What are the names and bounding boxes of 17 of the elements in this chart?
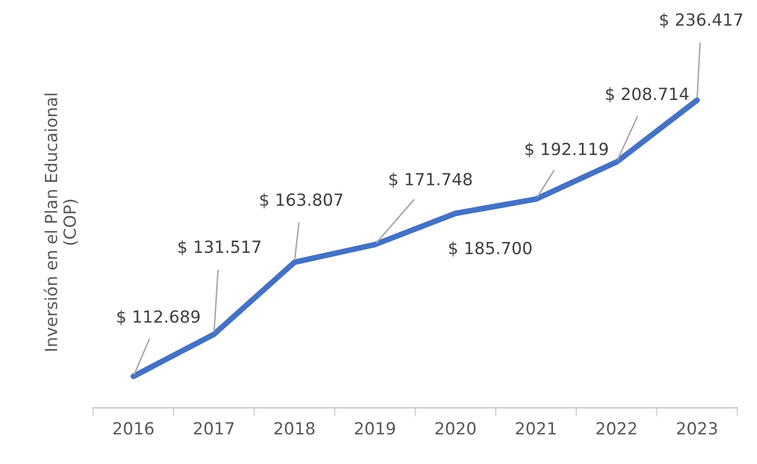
x-tick-label: 2023 [677,422,717,435]
x-tick-label: 2017 [194,422,234,435]
x-tick-label: 2020 [435,422,476,435]
x-tick-label: 2021 [516,422,556,435]
data-label: $ 185.700 [449,241,532,257]
data-label: $ 208.714 [606,87,689,102]
x-tick-label: 2016 [113,422,154,435]
y-axis-title: Inversión en el Plan Educaional (COP) [44,94,78,351]
x-tick-label: 2018 [274,422,314,435]
data-label: $ 163.807 [260,193,342,208]
data-label: $ 171.748 [389,172,472,188]
data-label: $ 236.417 [660,12,742,28]
data-label: $ 131.517 [178,240,260,256]
x-tick-label: 2022 [596,422,636,435]
data-label: $ 192.119 [526,142,608,158]
data-label: $ 112.689 [117,310,200,326]
x-tick-label: 2019 [354,422,395,435]
